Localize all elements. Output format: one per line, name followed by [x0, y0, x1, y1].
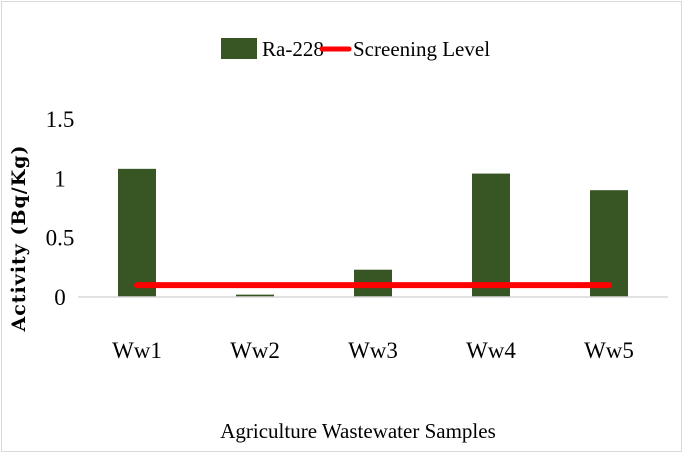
- legend: Ra-228 Screening Level: [221, 37, 490, 61]
- y-tick-label: 1: [54, 166, 66, 191]
- x-tick-label-ww3: Ww3: [348, 338, 398, 363]
- bars: [118, 168, 628, 297]
- bar-ww1: [118, 168, 156, 297]
- y-tick-label: 1.5: [46, 107, 75, 132]
- legend-label-ra-228: Ra-228: [262, 37, 324, 61]
- x-tick-label-ww5: Ww5: [584, 338, 634, 363]
- legend-swatch-ra-228: [221, 38, 257, 59]
- bar-ww4: [472, 173, 510, 297]
- y-axis-ticks: 0 0.5 1 1.5: [46, 107, 75, 310]
- x-axis-title: Agriculture Wastewater Samples: [220, 419, 496, 443]
- bar-ww5: [590, 190, 628, 297]
- x-tick-label-ww2: Ww2: [230, 338, 280, 363]
- bar-ww2: [236, 294, 274, 297]
- x-tick-label-ww1: Ww1: [112, 338, 162, 363]
- x-axis-ticks: Ww1 Ww2 Ww3 Ww4 Ww5: [112, 338, 634, 363]
- y-axis-title: Activity (Bq/Kg): [8, 144, 30, 332]
- legend-label-screening-level: Screening Level: [353, 37, 490, 61]
- y-tick-label: 0.5: [46, 226, 75, 251]
- y-tick-label: 0: [54, 285, 66, 310]
- x-tick-label-ww4: Ww4: [466, 338, 516, 363]
